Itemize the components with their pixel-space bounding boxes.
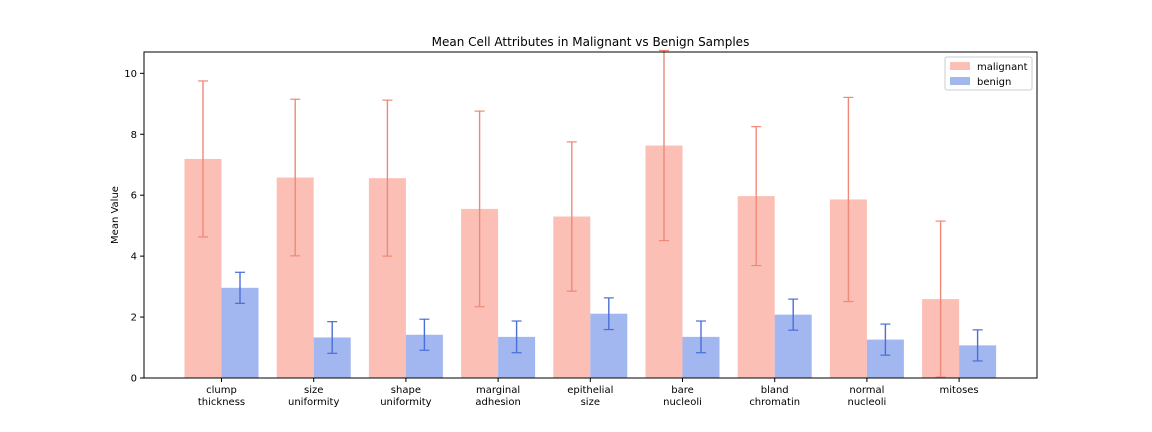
x-tick-label-line: nucleoli — [848, 397, 887, 408]
x-tick-label-line: mitoses — [940, 385, 979, 396]
y-axis-label: Mean Value — [110, 186, 121, 244]
y-tick-label: 8 — [131, 130, 137, 141]
legend-label-benign: benign — [977, 77, 1011, 88]
x-tick-label-line: marginal — [476, 385, 520, 396]
x-tick-label-line: uniformity — [380, 397, 431, 408]
y-tick-label: 4 — [131, 252, 137, 263]
y-axis: 0 2 4 6 8 10 — [124, 69, 144, 385]
x-tick-label-line: chromatin — [749, 397, 800, 408]
legend-label-malignant: malignant — [977, 62, 1028, 73]
y-tick-label: 10 — [124, 69, 137, 80]
x-tick-label: mitoses — [940, 385, 979, 396]
x-tick-label: clump thickness — [198, 385, 245, 408]
x-tick-label-line: normal — [849, 385, 884, 396]
x-tick-label: marginal adhesion — [475, 385, 520, 408]
x-tick-label-line: size — [581, 397, 600, 408]
x-tick-label: shape uniformity — [380, 385, 431, 408]
x-tick-label: size uniformity — [288, 385, 339, 408]
x-tick-label-line: thickness — [198, 397, 245, 408]
x-tick-label-line: size — [304, 385, 323, 396]
x-tick-label-line: bare — [671, 385, 694, 396]
legend: malignant benign — [944, 56, 1033, 91]
x-tick-label-line: adhesion — [475, 397, 520, 408]
x-tick-label: epithelial size — [567, 385, 613, 408]
y-tick-label: 2 — [131, 313, 137, 324]
x-tick-label-line: uniformity — [288, 397, 339, 408]
y-tick-label: 0 — [131, 374, 137, 385]
x-tick-label-line: nucleoli — [663, 397, 702, 408]
legend-swatch-benign — [950, 77, 970, 85]
x-tick-label-line: shape — [391, 385, 421, 396]
legend-swatch-malignant — [950, 62, 970, 70]
y-tick-label: 6 — [131, 191, 137, 202]
x-tick-label-line: clump — [206, 385, 237, 396]
x-tick-label-line: epithelial — [567, 385, 613, 396]
plot-area — [184, 49, 997, 378]
x-tick-label-line: bland — [761, 385, 789, 396]
chart-title: Mean Cell Attributes in Malignant vs Ben… — [432, 35, 750, 49]
x-tick-label: bland chromatin — [749, 385, 800, 408]
x-tick-label: bare nucleoli — [663, 385, 702, 408]
x-tick-label: normal nucleoli — [848, 385, 887, 408]
